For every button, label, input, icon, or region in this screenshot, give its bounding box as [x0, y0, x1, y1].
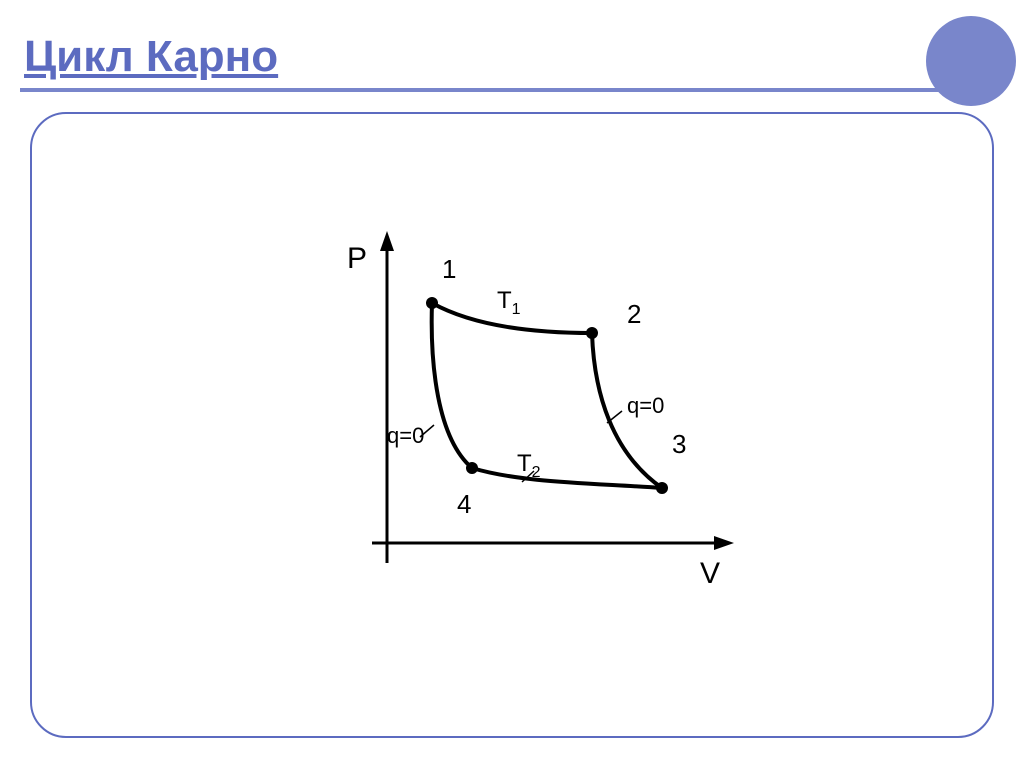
axes [372, 231, 734, 563]
label-t2-base: T [517, 450, 532, 477]
x-axis-arrow [714, 536, 734, 550]
curve-3-4 [472, 468, 662, 488]
label-q0-right: q=0 [627, 393, 664, 418]
label-t1-base: T [497, 287, 512, 314]
point-4 [466, 462, 478, 474]
pv-diagram-svg: P V 1 2 3 4 T1 T2 q=0 [272, 223, 752, 603]
label-3: 3 [672, 429, 686, 459]
label-2: 2 [627, 299, 641, 329]
label-t2-sub: 2 [532, 464, 541, 481]
title-cap [926, 16, 1016, 106]
label-q0-left: q=0 [387, 423, 424, 448]
x-axis-label: V [700, 557, 720, 590]
label-1: 1 [442, 254, 456, 284]
point-3 [656, 482, 668, 494]
page-title: Цикл Карно [24, 32, 278, 82]
label-t2: T2 [517, 450, 541, 481]
curve-4-1 [432, 303, 472, 468]
slide: Цикл Карно [0, 0, 1024, 767]
point-1 [426, 297, 438, 309]
label-4: 4 [457, 489, 471, 519]
label-t1-sub: 1 [512, 301, 521, 318]
labels: P V 1 2 3 4 T1 T2 q=0 [347, 242, 720, 590]
content-frame: P V 1 2 3 4 T1 T2 q=0 [30, 112, 994, 738]
y-axis-label: P [347, 242, 367, 275]
point-2 [586, 327, 598, 339]
title-bar: Цикл Карно [0, 16, 1024, 106]
carnot-diagram: P V 1 2 3 4 T1 T2 q=0 [272, 223, 752, 603]
y-axis-arrow [380, 231, 394, 251]
title-underline [20, 88, 940, 92]
label-t1: T1 [497, 287, 521, 318]
